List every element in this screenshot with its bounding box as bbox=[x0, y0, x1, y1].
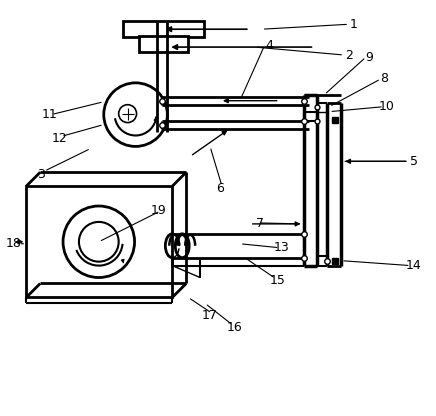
Text: 9: 9 bbox=[365, 50, 373, 64]
Text: 10: 10 bbox=[379, 100, 395, 113]
Text: 15: 15 bbox=[269, 274, 286, 287]
Text: 3: 3 bbox=[37, 168, 45, 181]
Text: 11: 11 bbox=[41, 108, 57, 121]
Text: 2: 2 bbox=[345, 49, 353, 62]
Text: 14: 14 bbox=[406, 259, 422, 272]
Text: 4: 4 bbox=[266, 39, 274, 52]
Text: 18: 18 bbox=[5, 237, 21, 250]
Text: 7: 7 bbox=[256, 218, 264, 230]
Bar bbox=[332, 116, 338, 123]
Text: 16: 16 bbox=[227, 321, 243, 334]
Text: 19: 19 bbox=[150, 205, 166, 218]
Text: 17: 17 bbox=[202, 309, 218, 322]
Text: 1: 1 bbox=[350, 18, 358, 31]
Text: 5: 5 bbox=[410, 155, 418, 168]
Bar bbox=[332, 258, 338, 264]
Bar bbox=[139, 36, 188, 52]
Text: 6: 6 bbox=[216, 182, 224, 195]
Text: 8: 8 bbox=[380, 72, 388, 85]
Bar bbox=[123, 21, 204, 37]
Bar bbox=[26, 186, 172, 297]
Text: 13: 13 bbox=[274, 241, 290, 254]
Text: 12: 12 bbox=[51, 132, 67, 145]
